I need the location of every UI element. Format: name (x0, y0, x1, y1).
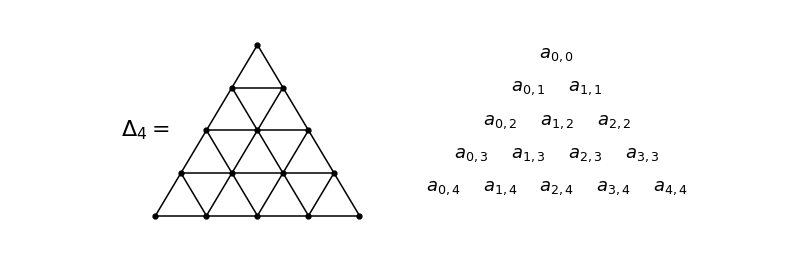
Text: $a_{1,1}$: $a_{1,1}$ (568, 79, 602, 97)
Text: $\Delta_4 =$: $\Delta_4 =$ (121, 118, 170, 142)
Text: $a_{1,4}$: $a_{1,4}$ (483, 179, 517, 197)
Text: $a_{0,1}$: $a_{0,1}$ (512, 79, 546, 97)
Text: $a_{2,3}$: $a_{2,3}$ (568, 146, 602, 164)
Text: $a_{2,4}$: $a_{2,4}$ (539, 179, 575, 197)
Text: $a_{2,2}$: $a_{2,2}$ (597, 112, 630, 131)
Text: $a_{0,3}$: $a_{0,3}$ (454, 146, 488, 164)
Text: $a_{3,3}$: $a_{3,3}$ (625, 146, 659, 164)
Text: $a_{0,0}$: $a_{0,0}$ (539, 46, 574, 64)
Text: $a_{1,3}$: $a_{1,3}$ (511, 146, 546, 164)
Text: $a_{0,4}$: $a_{0,4}$ (425, 179, 460, 197)
Text: $a_{4,4}$: $a_{4,4}$ (654, 179, 688, 197)
Text: $a_{1,2}$: $a_{1,2}$ (539, 112, 574, 131)
Text: $a_{0,2}$: $a_{0,2}$ (483, 112, 517, 131)
Text: $a_{3,4}$: $a_{3,4}$ (596, 179, 631, 197)
